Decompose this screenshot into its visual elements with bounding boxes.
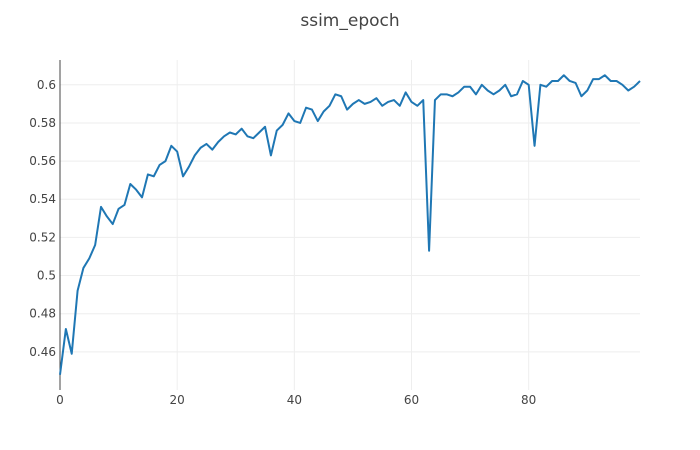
series-layer	[59, 74, 641, 375]
y-tick-label: 0.52	[29, 230, 56, 244]
plot-background	[60, 60, 640, 390]
x-tick-label: 80	[521, 393, 536, 407]
y-tick-label: 0.56	[29, 154, 56, 168]
x-tick-label: 40	[287, 393, 302, 407]
y-tick-label: 0.46	[29, 345, 56, 359]
y-tick-label: 0.54	[29, 192, 56, 206]
y-tick-label: 0.58	[29, 116, 56, 130]
chart-title: ssim_epoch	[300, 11, 400, 31]
x-tick-label: 60	[404, 393, 419, 407]
x-tick-label: 0	[56, 393, 64, 407]
y-tick-label: 0.6	[37, 78, 56, 92]
tick-labels: 0.46 0.48 0.5 0.52 0.54 0.56 0.58 0.6 0 20 40 60 80	[29, 78, 536, 407]
series-line-ssim	[59, 74, 641, 375]
y-tick-label: 0.5	[37, 269, 56, 283]
y-tick-label: 0.48	[29, 307, 56, 321]
x-tick-label: 20	[170, 393, 185, 407]
grid-lines	[60, 60, 640, 390]
